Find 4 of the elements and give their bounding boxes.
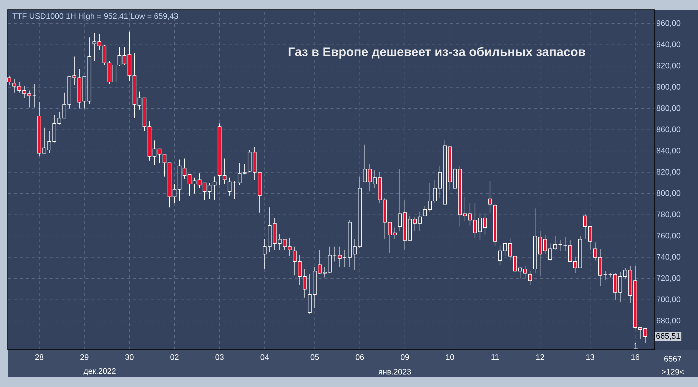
text: Газ в Европе дешевеет из-за обильных запасов xyxy=(288,47,586,59)
candlestick xyxy=(528,271,532,286)
candlestick xyxy=(488,180,492,214)
candlestick xyxy=(8,76,12,86)
